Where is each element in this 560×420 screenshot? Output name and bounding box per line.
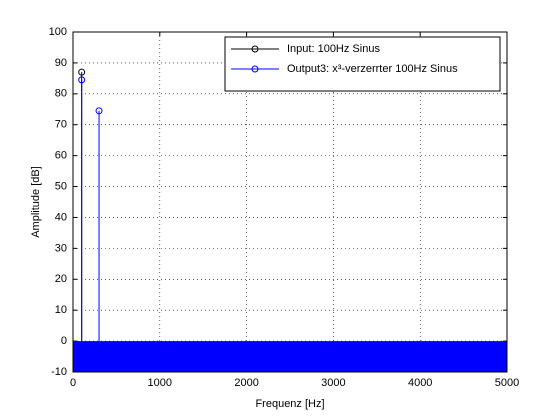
- y-tick-label: 30: [55, 242, 67, 254]
- y-tick-label: 80: [55, 88, 67, 100]
- stem-band: [73, 341, 507, 372]
- y-tick-label: 20: [55, 273, 67, 285]
- legend-box: [224, 36, 501, 92]
- stem-marker: [78, 76, 86, 84]
- y-tick-label: 50: [55, 180, 67, 192]
- legend-marker: [251, 45, 259, 53]
- legend-label: Input: 100Hz Sinus: [287, 43, 380, 55]
- x-tick-label: 5000: [495, 377, 519, 389]
- x-tick-label: 1000: [148, 377, 172, 389]
- y-tick-label: 40: [55, 211, 67, 223]
- stem-marker: [95, 107, 103, 115]
- y-tick-label: 10: [55, 304, 67, 316]
- y-tick-label: 0: [61, 335, 67, 347]
- y-tick-label: -10: [51, 366, 67, 378]
- y-tick-label: 60: [55, 150, 67, 162]
- stem-marker: [78, 68, 86, 76]
- legend-marker: [251, 65, 259, 73]
- y-tick-label: 70: [55, 119, 67, 131]
- legend: Input: 100Hz Sinus Output3: x³-verzerrter…: [224, 36, 501, 92]
- x-axis-label: Frequenz [Hz]: [255, 398, 324, 410]
- x-tick-label: 0: [70, 377, 76, 389]
- x-tick-label: 3000: [321, 377, 345, 389]
- x-tick-label: 2000: [234, 377, 258, 389]
- x-tick-label: 4000: [408, 377, 432, 389]
- legend-label: Output3: x³-verzerrter 100Hz Sinus: [287, 63, 458, 75]
- y-tick-label: 90: [55, 57, 67, 69]
- y-tick-label: 100: [49, 26, 67, 38]
- y-axis-label: Amplitude [dB]: [30, 166, 42, 238]
- axes-frame: [72, 31, 508, 373]
